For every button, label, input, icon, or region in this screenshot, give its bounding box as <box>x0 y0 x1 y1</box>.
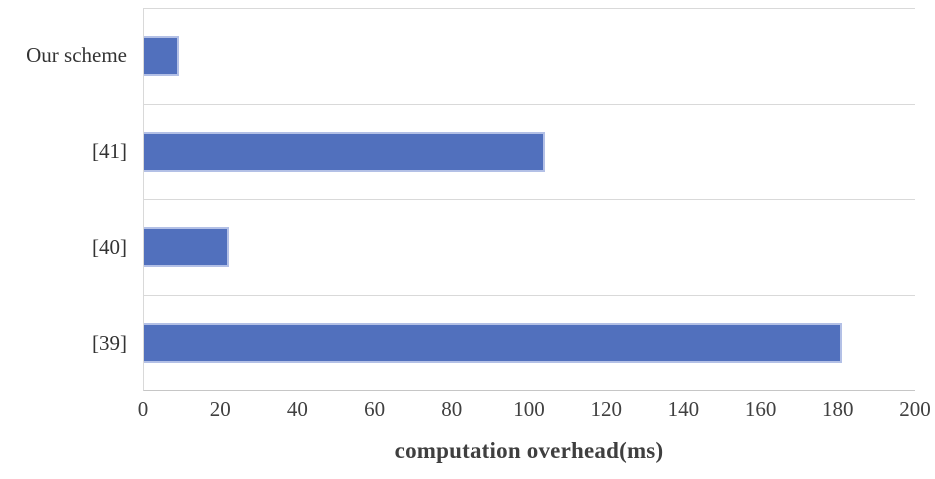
x-axis-title: computation overhead(ms) <box>394 438 664 463</box>
x-tick-label: 40 <box>286 397 308 421</box>
x-tick-label: 80 <box>441 397 463 421</box>
category-label: [40] <box>92 234 127 259</box>
x-tick-label: 160 <box>744 397 777 421</box>
category-label: Our scheme <box>26 43 127 68</box>
plot-area <box>143 8 915 391</box>
bar-39 <box>144 322 842 363</box>
bar-40 <box>144 227 229 268</box>
category-band <box>144 105 915 200</box>
x-tick-label: 180 <box>822 397 854 421</box>
x-tick-label: 140 <box>667 397 700 421</box>
x-axis-tick-labels: 0 20 40 60 80 100 120 140 160 180 200 <box>138 397 931 423</box>
x-tick-label: 200 <box>899 397 931 421</box>
category-band <box>144 200 915 296</box>
x-tick-label: 120 <box>590 397 622 421</box>
x-tick-label: 100 <box>513 397 545 421</box>
x-tick-label: 20 <box>209 397 231 421</box>
bar-our-scheme <box>144 36 179 77</box>
y-axis-category-labels: Our scheme [41] [40] [39] <box>0 8 143 391</box>
category-label: [41] <box>92 139 127 164</box>
x-tick-label: 60 <box>364 397 386 421</box>
category-band <box>144 9 915 105</box>
bar-41 <box>144 131 545 172</box>
category-band <box>144 296 915 391</box>
category-label: [39] <box>92 330 127 355</box>
x-tick-label: 0 <box>137 397 149 421</box>
